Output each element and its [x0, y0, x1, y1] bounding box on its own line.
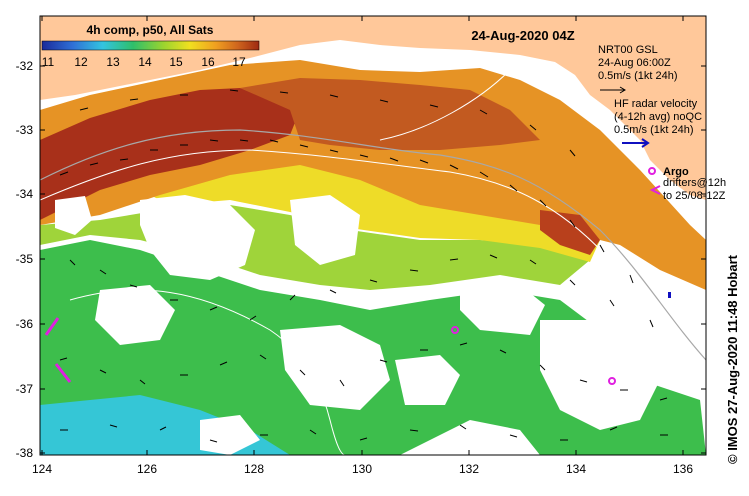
lat-label: -34: [16, 187, 34, 201]
argo-legend-icon: [648, 167, 656, 175]
lon-label: 124: [32, 462, 52, 476]
drifter-legend-icon: [649, 185, 661, 195]
lon-label: 130: [352, 462, 372, 476]
hf-radar-patch: [668, 292, 671, 298]
lon-label: 136: [673, 462, 693, 476]
hf-title: HF radar velocity: [614, 98, 698, 110]
lon-label: 126: [137, 462, 157, 476]
lon-labels: 124 126 128 130 132 134 136: [32, 462, 693, 476]
map-timestamp: 24-Aug-2020 04Z: [471, 28, 574, 43]
lat-label: -38: [16, 446, 34, 460]
colorbar-tick: 16: [201, 55, 215, 69]
lon-axis: [41, 16, 684, 455]
lon-label: 128: [244, 462, 264, 476]
current-vectors: [59, 89, 668, 443]
argo-floats: [451, 326, 616, 385]
colorbar-tick: 13: [106, 55, 120, 69]
sst-brown-zone: [240, 78, 540, 150]
land-australia: [40, 16, 706, 200]
lat-label: -36: [16, 317, 34, 331]
map-legend: NRT00 GSL 24-Aug 06:00Z 0.5m/s (1kt 24h)…: [598, 44, 726, 202]
map-plot-area: [40, 16, 706, 455]
drifter-label-2: to 25/08-12Z: [663, 190, 726, 202]
imos-credit: © IMOS 27-Aug-2020 11:48 Hobart: [725, 254, 740, 464]
hf-avg: (4-12h avg) noQC: [614, 111, 702, 123]
nrt-title: NRT00 GSL: [598, 44, 658, 56]
drifter-label-1: drifters@12h: [663, 177, 726, 189]
argo-float-marker: [608, 377, 616, 385]
lat-labels: -32 -33 -34 -35 -36 -37 -38: [16, 59, 34, 460]
argo-float-marker: [451, 326, 459, 334]
sst-yellow-zone: [140, 160, 600, 262]
lat-label: -33: [16, 123, 34, 137]
colorbar: 4h comp, p50, All Sats 11 12 13 14 15 16…: [41, 23, 260, 69]
colorbar-title: 4h comp, p50, All Sats: [87, 23, 214, 37]
lon-label: 134: [566, 462, 586, 476]
lat-label: -37: [16, 382, 34, 396]
argo-label: Argo: [663, 166, 689, 178]
colorbar-tick: 17: [232, 55, 246, 69]
bathymetry-contours: [40, 69, 706, 455]
colorbar-tick: 11: [42, 55, 55, 69]
nrt-time: 24-Aug 06:00Z: [598, 57, 671, 69]
colorbar-gradient: [41, 40, 260, 51]
drifter-tracks: [44, 317, 72, 383]
lat-label: -35: [16, 252, 34, 266]
lat-label: -32: [16, 59, 34, 73]
nrt-scale: 0.5m/s (1kt 24h): [598, 70, 677, 82]
no-data-patches: [55, 195, 660, 455]
lon-label: 132: [459, 462, 479, 476]
sst-darkred-zone: [40, 88, 300, 220]
colorbar-tick: 12: [74, 55, 88, 69]
sst-red-plume: [540, 210, 600, 255]
colorbar-tick: 14: [138, 55, 152, 69]
nrt-scale-arrow: [600, 86, 626, 94]
colorbar-tick: 15: [169, 55, 183, 69]
plot-frame: [39, 15, 707, 456]
hf-scale-arrow: [622, 138, 650, 148]
hf-scale: 0.5m/s (1kt 24h): [614, 124, 693, 136]
